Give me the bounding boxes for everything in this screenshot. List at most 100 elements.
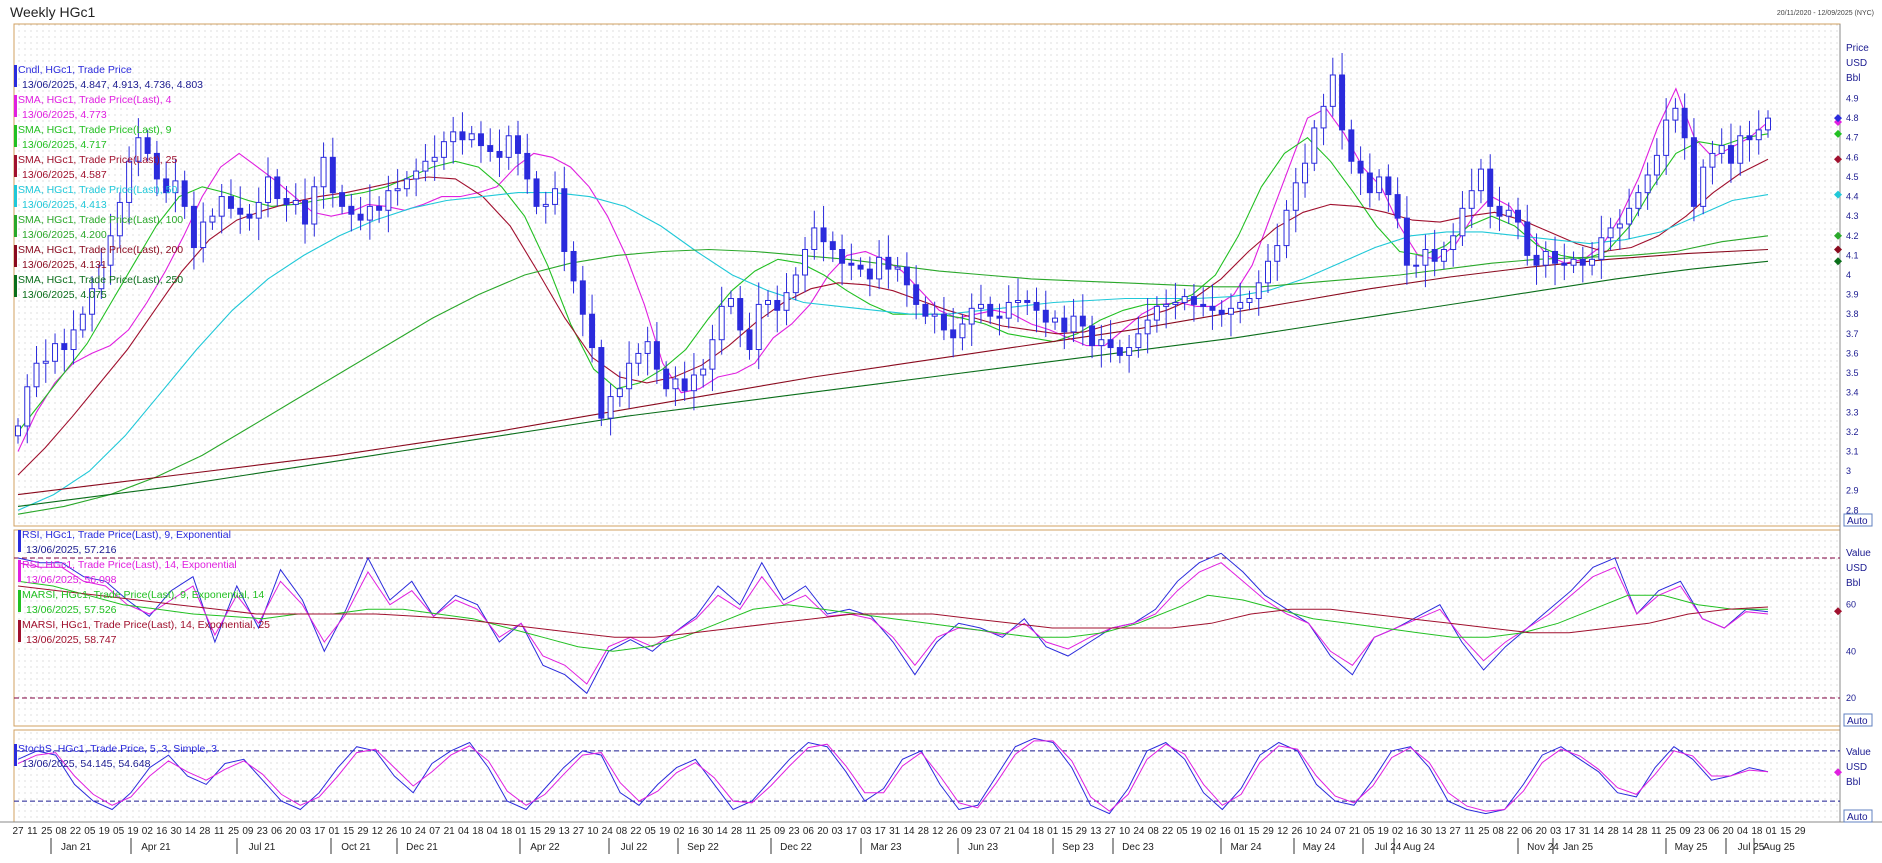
candle-body[interactable] xyxy=(98,264,105,290)
candle-body[interactable] xyxy=(1403,217,1410,266)
candle-body[interactable] xyxy=(1311,127,1318,164)
candle-body[interactable] xyxy=(1552,250,1559,264)
candle-body[interactable] xyxy=(135,137,142,162)
candle-body[interactable] xyxy=(598,347,605,419)
candle-body[interactable] xyxy=(1015,299,1021,303)
candle-body[interactable] xyxy=(1385,176,1392,196)
candle-body[interactable] xyxy=(1477,168,1484,192)
candle-body[interactable] xyxy=(1626,207,1633,225)
candle-body[interactable] xyxy=(1209,305,1216,311)
candle-body[interactable] xyxy=(200,221,207,249)
candle-body[interactable] xyxy=(1357,160,1364,174)
candle-body[interactable] xyxy=(107,235,114,266)
candle-body[interactable] xyxy=(1487,168,1494,207)
candle-body[interactable] xyxy=(1700,166,1707,207)
candle-body[interactable] xyxy=(24,386,31,427)
candle-body[interactable] xyxy=(376,205,383,211)
candle-body[interactable] xyxy=(737,298,744,331)
candle-body[interactable] xyxy=(116,201,123,237)
candle-body[interactable] xyxy=(1237,301,1244,309)
candle-body[interactable] xyxy=(839,249,846,264)
candle-body[interactable] xyxy=(1607,227,1614,239)
candle-body[interactable] xyxy=(477,133,484,147)
candle-body[interactable] xyxy=(1431,249,1438,262)
candle-body[interactable] xyxy=(774,299,781,311)
candle-body[interactable] xyxy=(209,215,216,223)
candle-body[interactable] xyxy=(1107,339,1114,349)
candle-body[interactable] xyxy=(1459,207,1466,237)
candle-body[interactable] xyxy=(190,205,197,249)
candle-body[interactable] xyxy=(227,196,234,209)
candle-body[interactable] xyxy=(607,396,614,419)
candle-body[interactable] xyxy=(894,266,901,270)
candle-body[interactable] xyxy=(1561,262,1568,266)
candle-body[interactable] xyxy=(403,178,410,190)
candle-body[interactable] xyxy=(1524,221,1531,256)
candle-body[interactable] xyxy=(357,213,364,221)
candle-body[interactable] xyxy=(1376,176,1383,194)
candle-body[interactable] xyxy=(524,152,531,180)
candle-body[interactable] xyxy=(866,268,873,280)
candle-body[interactable] xyxy=(311,186,318,225)
candle-body[interactable] xyxy=(1135,333,1142,349)
candle-body[interactable] xyxy=(1727,145,1734,164)
candle-body[interactable] xyxy=(1468,190,1475,209)
candle-body[interactable] xyxy=(70,329,77,351)
candle-body[interactable] xyxy=(727,298,734,307)
candle-body[interactable] xyxy=(1255,282,1262,300)
candle-body[interactable] xyxy=(940,313,947,331)
candle-body[interactable] xyxy=(616,388,623,398)
candle-body[interactable] xyxy=(1052,317,1059,323)
candle-body[interactable] xyxy=(1533,254,1540,266)
candle-body[interactable] xyxy=(1413,264,1420,267)
candle-body[interactable] xyxy=(302,199,309,225)
candle-body[interactable] xyxy=(1737,135,1744,164)
candle-body[interactable] xyxy=(496,150,503,158)
candle-body[interactable] xyxy=(848,262,855,266)
candle-body[interactable] xyxy=(876,256,883,280)
candle-body[interactable] xyxy=(459,131,466,141)
candle-body[interactable] xyxy=(394,188,401,192)
stoch-panel[interactable] xyxy=(13,729,1841,823)
candle-body[interactable] xyxy=(1718,145,1725,154)
candle-body[interactable] xyxy=(265,176,271,203)
candle-body[interactable] xyxy=(422,160,429,172)
candle-body[interactable] xyxy=(811,227,818,251)
candle-body[interactable] xyxy=(329,156,336,194)
candle-body[interactable] xyxy=(52,343,59,362)
candle-body[interactable] xyxy=(542,203,549,207)
candle-body[interactable] xyxy=(1218,309,1225,315)
candle-body[interactable] xyxy=(1181,296,1188,303)
candle-body[interactable] xyxy=(1681,107,1688,139)
candle-body[interactable] xyxy=(1070,315,1077,333)
candle-body[interactable] xyxy=(126,160,133,203)
candle-body[interactable] xyxy=(1450,235,1457,251)
candle-body[interactable] xyxy=(181,180,188,207)
candle-body[interactable] xyxy=(163,178,170,194)
candle-body[interactable] xyxy=(320,156,327,188)
candle-body[interactable] xyxy=(672,378,679,390)
candle-body[interactable] xyxy=(1505,209,1512,217)
candle-body[interactable] xyxy=(1126,347,1133,356)
candle-body[interactable] xyxy=(783,292,790,311)
candle-body[interactable] xyxy=(931,313,938,317)
candle-body[interactable] xyxy=(1339,74,1346,131)
candle-body[interactable] xyxy=(487,145,494,152)
candle-body[interactable] xyxy=(1589,258,1596,266)
candle-body[interactable] xyxy=(1265,260,1271,284)
stoch-auto-button[interactable] xyxy=(1843,809,1873,823)
candle-body[interactable] xyxy=(1079,315,1086,327)
candle-body[interactable] xyxy=(802,249,809,276)
candle-body[interactable] xyxy=(579,280,586,315)
candle-body[interactable] xyxy=(626,362,633,390)
candle-body[interactable] xyxy=(1348,129,1355,162)
candle-body[interactable] xyxy=(144,137,151,154)
candle-body[interactable] xyxy=(922,303,929,317)
candle-body[interactable] xyxy=(1163,303,1170,307)
candle-body[interactable] xyxy=(339,192,346,207)
candle-body[interactable] xyxy=(1172,301,1179,305)
candle-body[interactable] xyxy=(644,341,651,354)
candle-body[interactable] xyxy=(755,303,762,351)
candle-body[interactable] xyxy=(959,323,966,339)
